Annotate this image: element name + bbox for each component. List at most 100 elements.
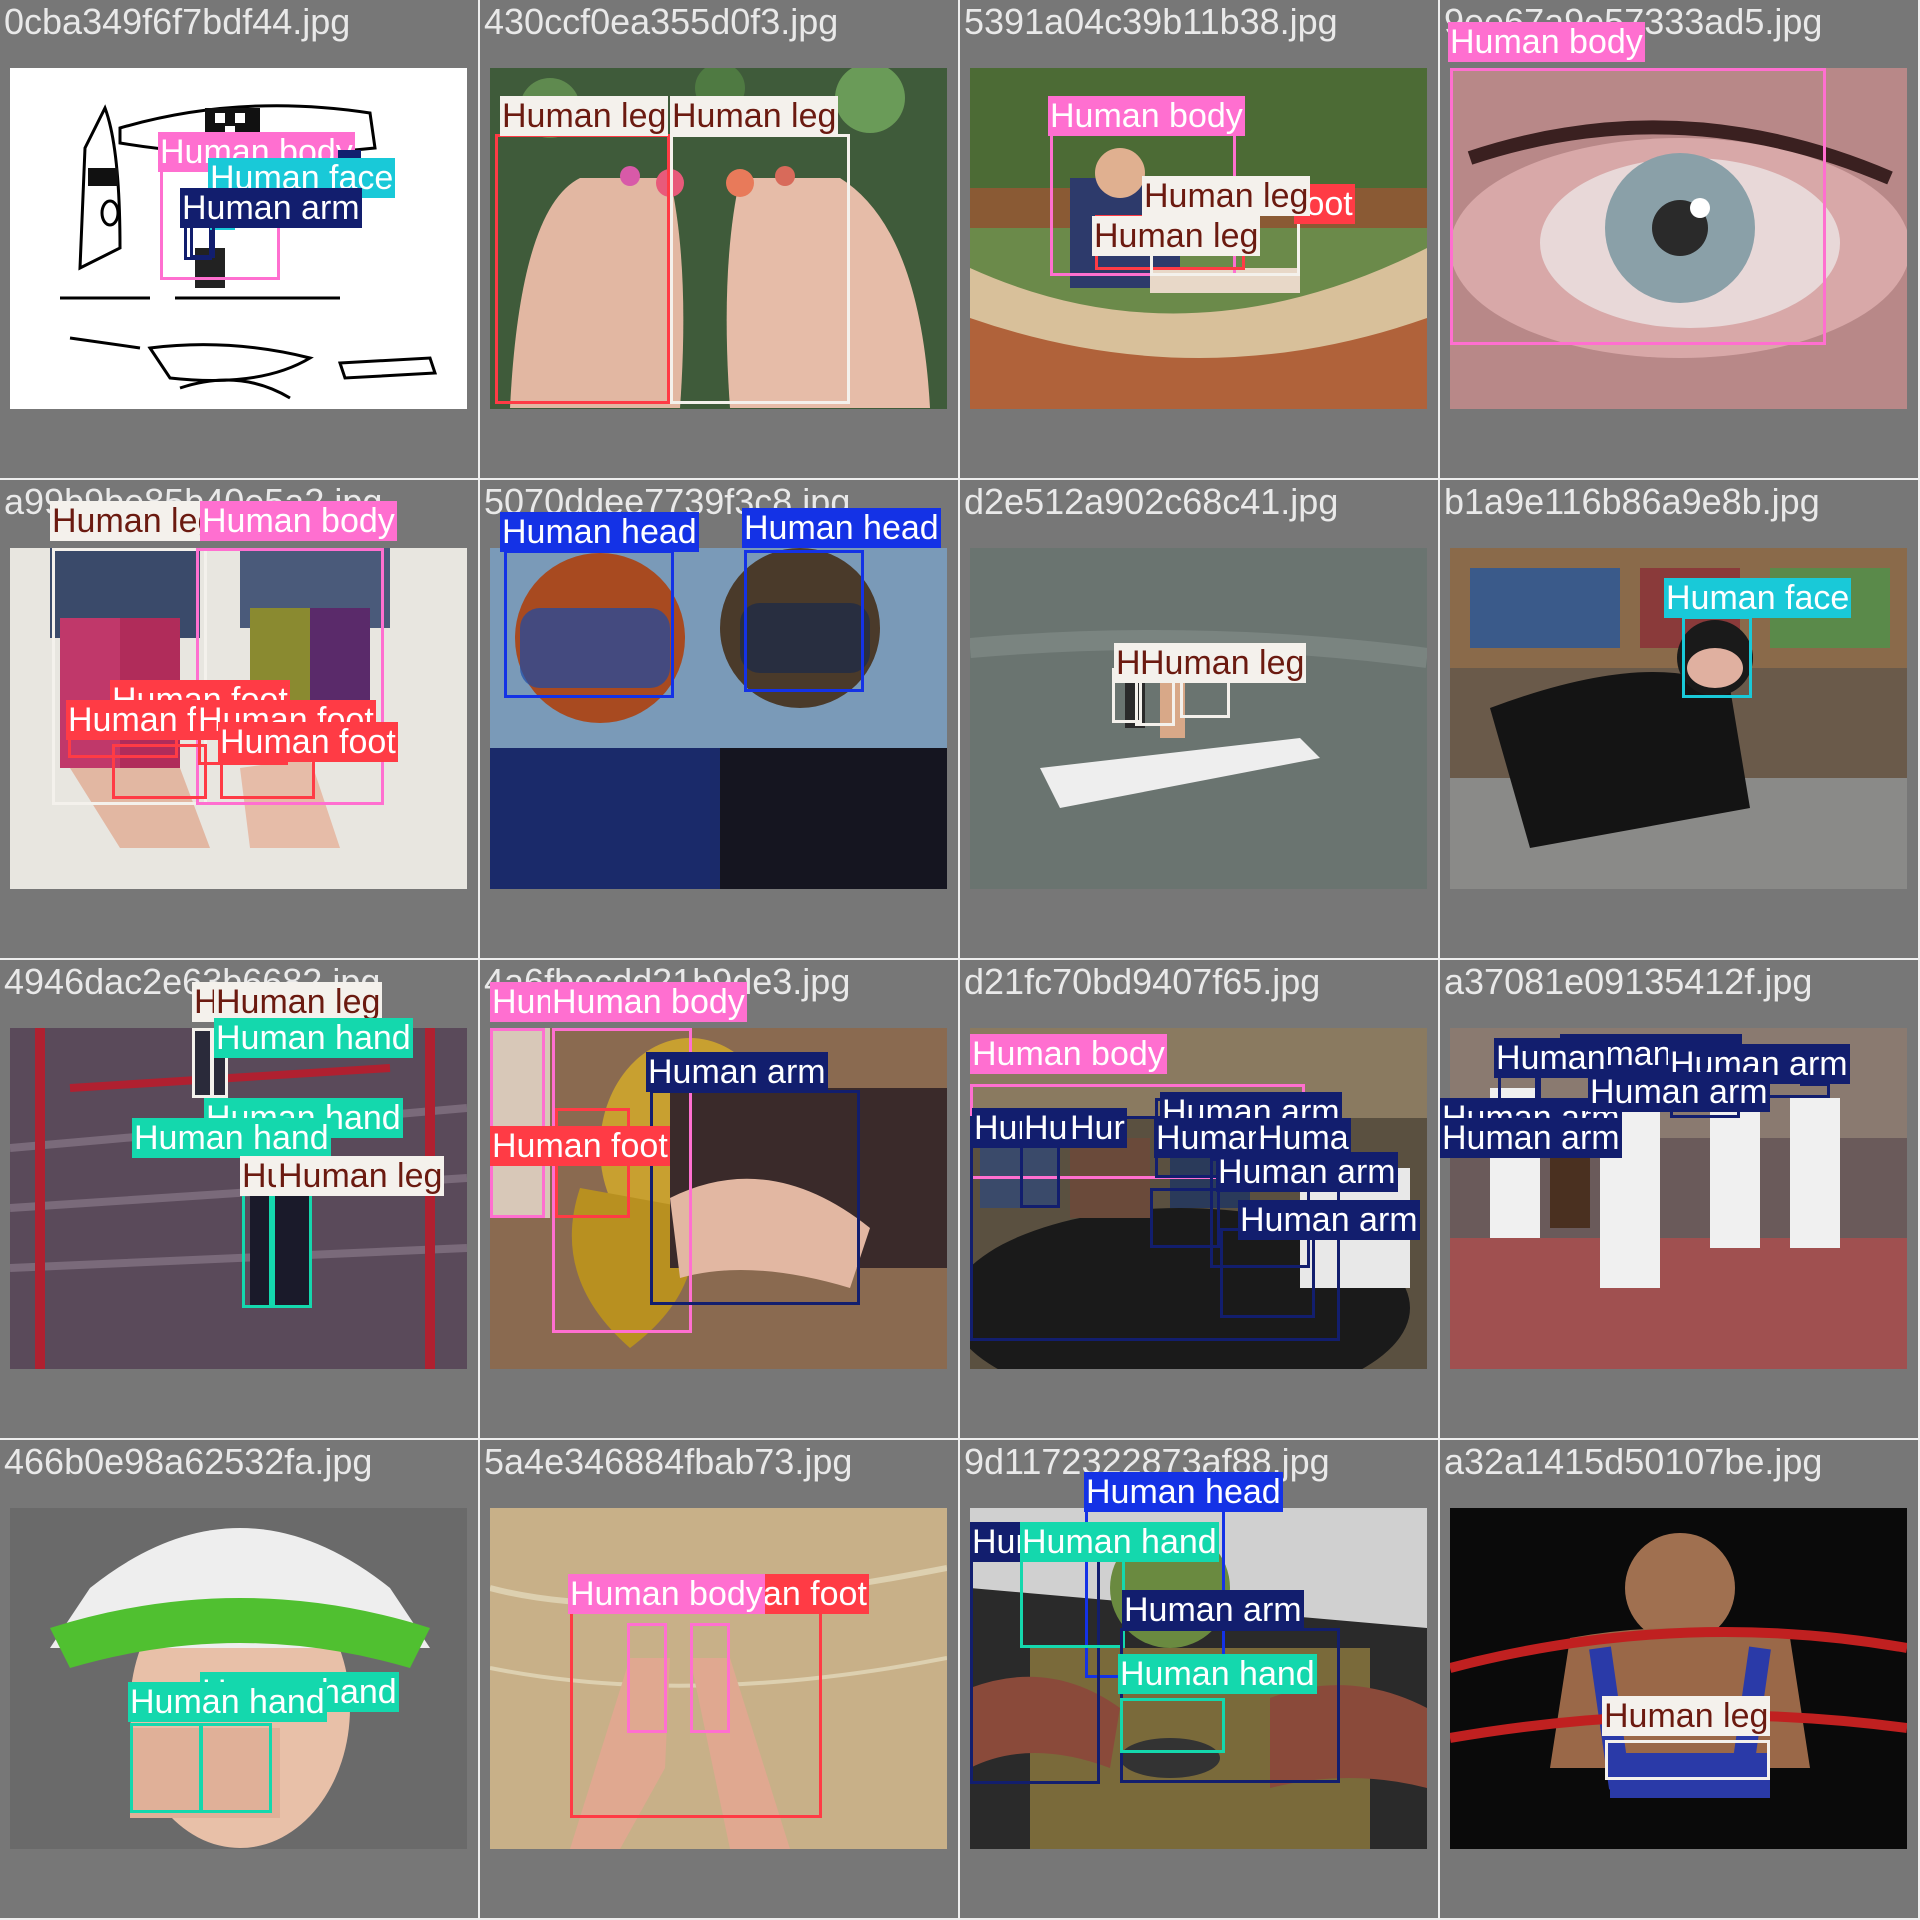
grid-cell: d21fc70bd9407f65.jpg Human body Human arm… — [960, 960, 1440, 1440]
photo — [970, 548, 1427, 889]
filename-label: 430ccf0ea355d0f3.jpg — [484, 1, 839, 42]
detection-label: Human hand — [128, 1682, 327, 1722]
photo — [1450, 68, 1907, 409]
detection-label: Human — [1154, 1118, 1268, 1158]
bounding-box — [1682, 616, 1752, 698]
grid-cell: a37081e09135412f.jpg Human arm Human arm H… — [1440, 960, 1920, 1440]
photo-content — [490, 548, 947, 889]
detection-label: Human leg — [214, 982, 383, 1022]
detection-label: Human leg — [500, 96, 669, 136]
detection-label: H — [1114, 643, 1143, 683]
detection-label: Human head — [500, 512, 699, 552]
grid-cell: d2e512a902c68c41.jpg H Human leg — [960, 480, 1440, 960]
photo — [10, 68, 467, 409]
grid-cell: a32a1415d50107be.jpg Human leg — [1440, 1440, 1920, 1920]
filename-label: b1a9e116b86a9e8b.jpg — [1444, 481, 1820, 522]
detection-label: Human body — [200, 501, 397, 541]
detection-label: Human — [1494, 1038, 1608, 1078]
detection-label: Human arm — [1216, 1152, 1398, 1192]
filename-label: d2e512a902c68c41.jpg — [964, 481, 1339, 522]
filename-label: a32a1415d50107be.jpg — [1444, 1441, 1823, 1482]
bounding-box — [1605, 1740, 1770, 1780]
photo — [10, 548, 467, 889]
bounding-box — [504, 550, 674, 698]
bounding-box — [627, 1623, 667, 1733]
detection-label: Human body — [550, 982, 747, 1022]
detection-label: Human leg — [1138, 643, 1307, 683]
bounding-box — [1220, 1228, 1315, 1318]
bounding-box — [1450, 68, 1826, 345]
detection-label: Human hand — [1020, 1522, 1219, 1562]
detection-label: Human leg — [1092, 216, 1261, 256]
photo-content — [10, 548, 467, 889]
grid-cell: 5391a04c39b11b38.jpg Human body foot Human… — [960, 0, 1440, 480]
bounding-box — [552, 1028, 692, 1333]
detection-label: Human hand — [214, 1018, 413, 1058]
detection-label: Human body — [1448, 22, 1645, 62]
filename-label: 5391a04c39b11b38.jpg — [964, 1, 1338, 42]
filename-label: d21fc70bd9407f65.jpg — [964, 961, 1321, 1002]
photo — [10, 1028, 467, 1369]
filename-label: 466b0e98a62532fa.jpg — [4, 1441, 373, 1482]
detection-label: Human leg — [1602, 1696, 1771, 1736]
bounding-box — [112, 744, 207, 799]
detection-label: Human body — [568, 1574, 765, 1614]
detection-label: Human head — [742, 508, 941, 548]
bounding-box — [1020, 1558, 1125, 1648]
filename-label: a37081e09135412f.jpg — [1444, 961, 1813, 1002]
detection-label: Human head — [1084, 1472, 1283, 1512]
detection-label: Human hand — [132, 1118, 331, 1158]
detection-label: Hu — [1022, 1108, 1070, 1148]
detection-label: Human leg — [276, 1156, 445, 1196]
detection-label: Huma — [1256, 1118, 1351, 1158]
detection-label: Human leg — [1142, 176, 1311, 216]
photo-content — [1450, 68, 1907, 409]
bounding-box — [650, 1090, 860, 1305]
photo-content — [970, 548, 1427, 889]
detection-label: Human arm — [1588, 1072, 1770, 1112]
bounding-box — [690, 1623, 730, 1733]
detection-label: Human arm — [1238, 1200, 1420, 1240]
photo — [490, 1508, 947, 1849]
photo — [1450, 1508, 1907, 1849]
detection-label: Human leg — [670, 96, 839, 136]
filename-label: 0cba349f6f7bdf44.jpg — [4, 1, 351, 42]
bounding-box — [495, 134, 670, 404]
grid-cell: 0cba349f6f7bdf44.jpg Human bodynHuman fa… — [0, 0, 480, 480]
grid-cell: 5070ddee7739f3c8.jpg Human head Human hea… — [480, 480, 960, 960]
detection-label: Human foot — [490, 1126, 670, 1166]
detection-label: Human arm — [646, 1052, 828, 1092]
detection-label: Human arm — [180, 188, 362, 228]
detection-label: Human arm — [1440, 1118, 1622, 1158]
detection-label: Human body — [1048, 96, 1245, 136]
photo — [970, 1028, 1427, 1369]
photo — [490, 1028, 947, 1369]
bounding-box — [744, 550, 864, 692]
detection-label: Hur — [970, 1522, 1029, 1562]
photo-content — [1450, 1508, 1907, 1849]
filename-label: 5a4e346884fbab73.jpg — [484, 1441, 853, 1482]
bounding-box — [130, 1723, 202, 1813]
detection-label: Human body — [970, 1034, 1167, 1074]
bounding-box — [1150, 1188, 1220, 1248]
grid-cell: 9d1172322873af88.jpg Human head Hur Human … — [960, 1440, 1440, 1920]
bounding-box — [670, 134, 850, 404]
bounding-box — [196, 548, 384, 805]
detection-label: Human face — [1664, 578, 1852, 618]
grid-cell: 5a4e346884fbab73.jpg nan foot Human body — [480, 1440, 960, 1920]
bounding-box — [52, 548, 207, 805]
detection-label: Human hand — [1118, 1654, 1317, 1694]
photo-content — [490, 1508, 947, 1849]
detection-label: Human arm — [1122, 1590, 1304, 1630]
detection-label: Human foot — [218, 722, 398, 762]
photo — [490, 548, 947, 889]
grid-cell: 9ee67a9e57333ad5.jpg Human body — [1440, 0, 1920, 480]
bounding-box — [1120, 1698, 1225, 1753]
photo-content — [10, 68, 467, 409]
bounding-box — [490, 1028, 545, 1218]
